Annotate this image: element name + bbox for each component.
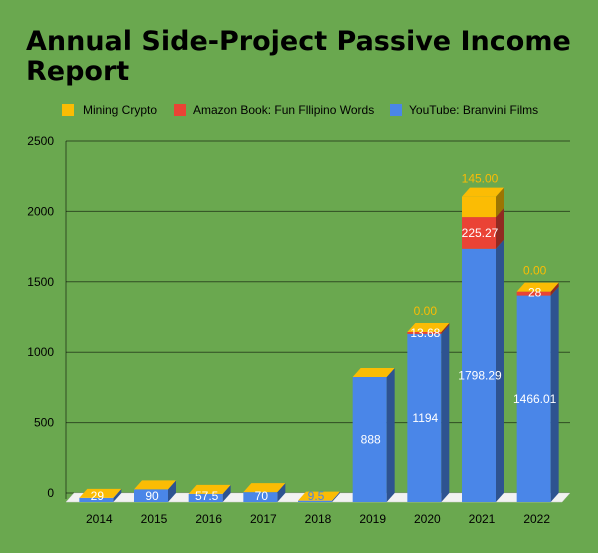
bar-segment-front xyxy=(243,492,278,502)
bar-segment-side xyxy=(496,187,504,218)
bar-segment-front xyxy=(462,196,496,218)
chart-title-line-1: Annual Side-Project Passive Income xyxy=(26,26,571,57)
chart-title-line-2: Report xyxy=(26,56,129,87)
bar-top-cap xyxy=(134,480,176,490)
bar-top-cap xyxy=(352,367,395,377)
bar-segment-side xyxy=(441,324,450,502)
bar-segment-front xyxy=(462,217,496,249)
bar-top-cap xyxy=(79,488,122,498)
legend-swatch xyxy=(174,104,186,116)
bar-segment-front xyxy=(516,295,551,502)
data-label: 1466.01 xyxy=(513,392,557,406)
x-tick-label: 2015 xyxy=(141,512,168,526)
bar-segment-front xyxy=(298,500,332,502)
y-tick-label: 500 xyxy=(34,416,54,430)
y-tick-label: 2500 xyxy=(27,134,54,148)
bar-segment-side xyxy=(168,480,176,502)
legend-label: Mining Crypto xyxy=(83,103,157,117)
bar-top-cap xyxy=(298,491,340,501)
bar-segment-front xyxy=(462,248,496,502)
plot-area: 0 500 1000 1500 2000 2500 2014 29 2015 90 2016 57.5… xyxy=(27,134,571,526)
bar-segment-front xyxy=(79,497,114,502)
bar-segment-front xyxy=(134,489,168,502)
data-label: 13.68 xyxy=(410,326,440,340)
bar-segment-front xyxy=(516,291,551,296)
x-tick-label: 2016 xyxy=(195,512,222,526)
data-label: 888 xyxy=(361,432,381,446)
bar-segment-front xyxy=(407,333,442,502)
bar-segment-side xyxy=(277,483,286,502)
legend: Mining Crypto Amazon Book: Fun Fllipino W… xyxy=(62,103,538,117)
bar-segment-front xyxy=(407,331,442,334)
data-label: 90 xyxy=(145,489,159,503)
y-tick-label: 2000 xyxy=(27,204,54,218)
bar-segment-side xyxy=(550,282,559,296)
data-label: 29 xyxy=(91,489,105,503)
data-label: 70 xyxy=(255,489,269,503)
x-tick-label: 2021 xyxy=(469,512,496,526)
legend-swatch xyxy=(62,104,74,116)
data-label: 225.27 xyxy=(462,226,499,240)
bar-segment-side xyxy=(496,208,504,249)
data-label: 0.00 xyxy=(523,264,547,278)
y-tick-label: 0 xyxy=(47,486,54,500)
bar-top-cap xyxy=(516,282,559,292)
bar-segment-front xyxy=(188,493,223,502)
data-label: 0.00 xyxy=(414,304,438,318)
bar-segment-side xyxy=(496,239,504,502)
bar-top-cap xyxy=(462,187,504,197)
data-label: 1194 xyxy=(412,411,438,425)
x-tick-label: 2014 xyxy=(86,512,113,526)
data-label: 1798.29 xyxy=(458,368,502,382)
x-tick-label: 2022 xyxy=(523,512,550,526)
bar-segment-front xyxy=(352,376,387,502)
bar-top-cap xyxy=(407,322,450,332)
x-tick-label: 2020 xyxy=(414,512,441,526)
x-tick-label: 2018 xyxy=(305,512,332,526)
y-tick-label: 1000 xyxy=(27,345,54,359)
data-label: 145.00 xyxy=(462,172,499,186)
x-tick-label: 2017 xyxy=(250,512,277,526)
bar-top-cap xyxy=(188,484,231,494)
bar-segment-side xyxy=(332,491,340,502)
legend-label: Amazon Book: Fun Fllipino Words xyxy=(193,103,374,117)
bar-segment-side xyxy=(550,286,559,502)
legend-label: YouTube: Branvini Films xyxy=(409,103,538,117)
bar-segment-side xyxy=(441,322,450,334)
y-tick-label: 1500 xyxy=(27,275,54,289)
data-label: 28 xyxy=(528,286,542,300)
bar-segment-side xyxy=(386,367,395,502)
data-label: 9.5 xyxy=(308,489,325,503)
bar-segment-side xyxy=(113,488,122,502)
legend-swatch xyxy=(390,104,402,116)
data-label: 57.5 xyxy=(195,489,219,503)
bar-segment-side xyxy=(222,484,231,502)
bar-top-cap xyxy=(243,483,286,493)
x-tick-label: 2019 xyxy=(359,512,386,526)
